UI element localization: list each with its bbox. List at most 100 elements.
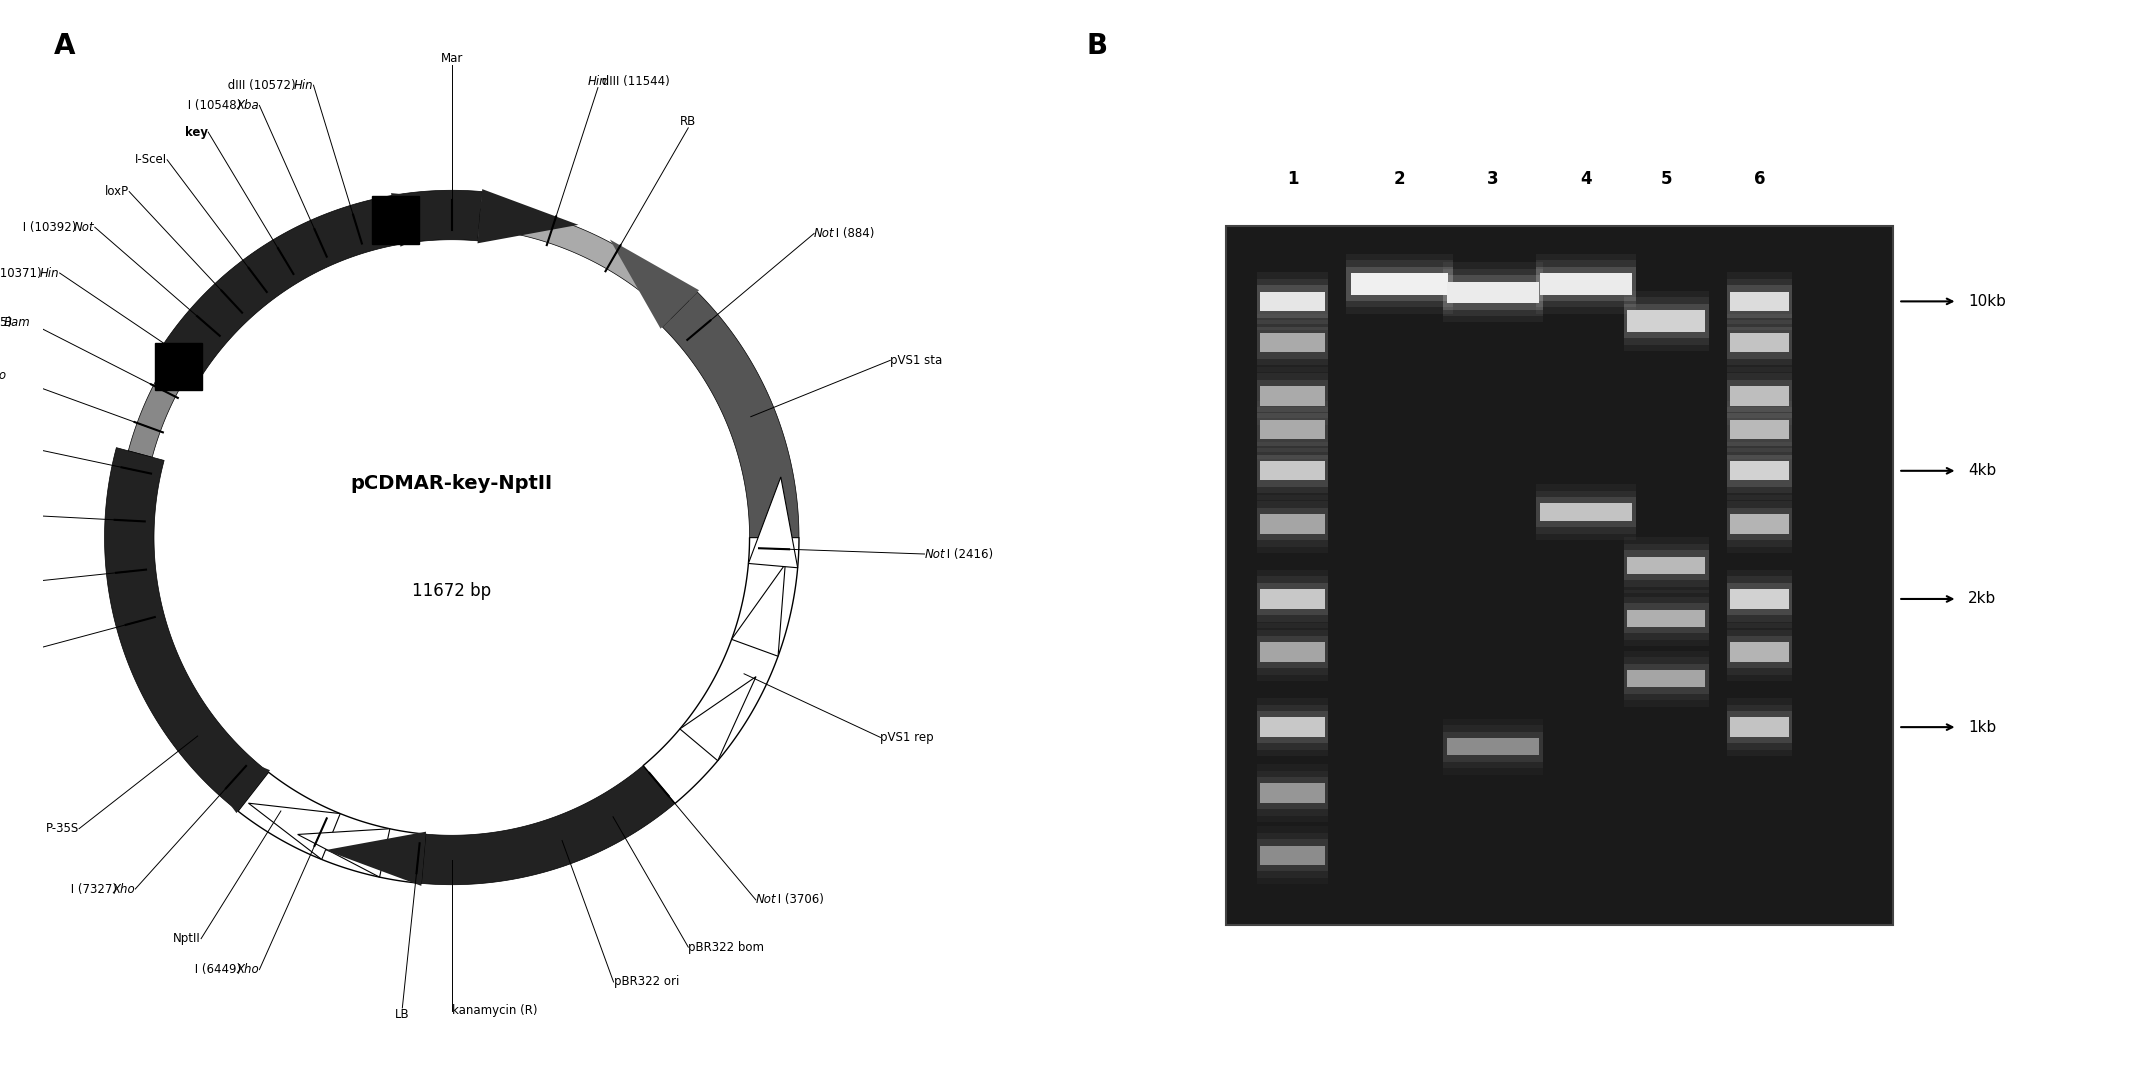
Polygon shape xyxy=(157,196,400,379)
Bar xyxy=(1628,610,1706,627)
Bar xyxy=(1256,455,1329,487)
Bar xyxy=(1260,461,1325,481)
Text: 4kb: 4kb xyxy=(1968,463,1996,478)
Bar xyxy=(1729,420,1790,440)
Text: pVS1 sta: pVS1 sta xyxy=(891,354,942,367)
Polygon shape xyxy=(247,803,340,859)
Bar xyxy=(1540,503,1633,520)
Bar xyxy=(1256,320,1329,366)
Bar xyxy=(1628,670,1706,687)
Polygon shape xyxy=(239,772,426,884)
Bar xyxy=(1256,624,1329,682)
Text: 2: 2 xyxy=(1394,170,1405,188)
Bar xyxy=(1256,630,1329,675)
Bar xyxy=(1727,442,1792,500)
Text: key: key xyxy=(185,126,209,139)
Bar xyxy=(1256,507,1329,540)
Text: 6: 6 xyxy=(1753,170,1766,188)
Bar xyxy=(1536,260,1637,307)
Bar xyxy=(1256,414,1329,446)
Text: I (3706): I (3706) xyxy=(774,893,824,906)
Bar xyxy=(1628,310,1706,331)
Bar xyxy=(1260,514,1325,533)
Polygon shape xyxy=(663,292,798,538)
Bar xyxy=(1727,698,1792,756)
Bar xyxy=(1628,557,1706,574)
Polygon shape xyxy=(731,564,785,656)
Bar xyxy=(1351,273,1448,295)
Text: 5: 5 xyxy=(1661,170,1671,188)
Bar xyxy=(1536,490,1637,533)
Bar xyxy=(1624,538,1708,593)
Bar xyxy=(1727,711,1792,743)
Bar xyxy=(1256,833,1329,878)
Bar xyxy=(1256,367,1329,425)
Bar xyxy=(1729,589,1790,608)
Polygon shape xyxy=(680,676,755,761)
Bar xyxy=(1443,719,1542,775)
Bar xyxy=(1729,291,1790,311)
Text: pCDMAR-key-NptII: pCDMAR-key-NptII xyxy=(351,474,553,493)
Text: pBR322 ori: pBR322 ori xyxy=(613,975,680,989)
Bar xyxy=(1727,401,1792,459)
Bar xyxy=(1256,771,1329,816)
Bar xyxy=(1226,226,1893,924)
Bar xyxy=(1256,698,1329,756)
Text: 1: 1 xyxy=(1286,170,1299,188)
Bar xyxy=(1727,494,1792,553)
Bar xyxy=(1624,544,1708,587)
Polygon shape xyxy=(325,832,426,886)
Polygon shape xyxy=(611,240,699,329)
Text: P-35S: P-35S xyxy=(45,822,80,835)
Polygon shape xyxy=(391,194,493,246)
Bar xyxy=(1260,717,1325,736)
Bar xyxy=(1729,386,1790,405)
Bar xyxy=(1347,267,1452,301)
Bar xyxy=(1256,373,1329,418)
Bar xyxy=(1256,442,1329,500)
Polygon shape xyxy=(391,190,482,244)
Text: Not: Not xyxy=(73,220,95,233)
Bar xyxy=(1727,327,1792,359)
Bar xyxy=(1260,333,1325,353)
Bar xyxy=(1624,597,1708,640)
Bar xyxy=(1256,379,1329,412)
Bar xyxy=(155,343,202,390)
Text: 10kb: 10kb xyxy=(1968,293,2007,309)
Bar xyxy=(1727,507,1792,540)
Bar xyxy=(1624,590,1708,646)
Bar xyxy=(1260,643,1325,662)
Bar xyxy=(1727,455,1792,487)
Bar xyxy=(1260,589,1325,608)
Polygon shape xyxy=(297,829,389,877)
Bar xyxy=(1727,570,1792,628)
Bar xyxy=(1624,290,1708,350)
Bar xyxy=(1260,784,1325,803)
Bar xyxy=(1256,827,1329,885)
Bar xyxy=(1256,777,1329,809)
Text: Eco: Eco xyxy=(0,369,6,383)
Text: I (884): I (884) xyxy=(832,227,875,240)
Bar xyxy=(1727,501,1792,546)
Text: 4: 4 xyxy=(1581,170,1592,188)
Polygon shape xyxy=(105,447,269,812)
Polygon shape xyxy=(480,204,688,318)
Bar xyxy=(1727,367,1792,425)
Bar xyxy=(1624,663,1708,693)
Text: Not: Not xyxy=(813,227,835,240)
Bar xyxy=(1727,379,1792,412)
Text: B: B xyxy=(1086,32,1108,60)
Bar xyxy=(1260,420,1325,440)
Text: Xho: Xho xyxy=(237,963,260,976)
Bar xyxy=(1256,448,1329,493)
Polygon shape xyxy=(174,731,271,813)
Bar xyxy=(1448,739,1538,756)
Bar xyxy=(1347,254,1452,314)
Bar xyxy=(1727,704,1792,749)
Bar xyxy=(1448,282,1538,303)
Bar xyxy=(1256,501,1329,546)
Bar xyxy=(1624,550,1708,580)
Text: Xba: Xba xyxy=(237,99,260,112)
Text: A: A xyxy=(54,32,75,60)
Bar xyxy=(1727,320,1792,366)
